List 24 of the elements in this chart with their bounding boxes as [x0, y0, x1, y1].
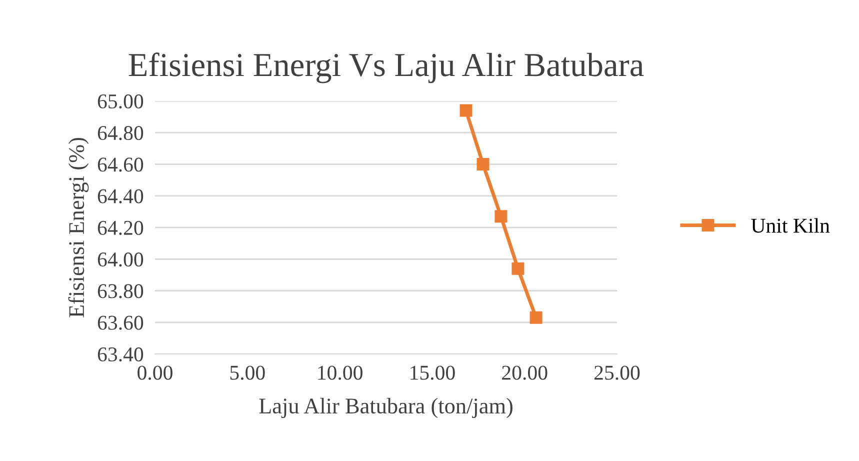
y-tick-label: 63.40: [98, 347, 144, 362]
chart-title: Efisiensi Energi Vs Laju Alir Batubara: [128, 52, 644, 84]
y-tick-label: 64.00: [98, 252, 144, 267]
point: [476, 158, 490, 170]
legend-label: Unit Kiln: [751, 218, 830, 233]
point: [530, 311, 542, 324]
y-tick-label: 64.60: [98, 158, 144, 172]
x-tick-label: 5.00: [230, 366, 265, 380]
point: [460, 104, 472, 117]
x-tick-label: 0.00: [138, 366, 172, 380]
x-tick-label: 10.00: [318, 366, 362, 380]
y-tick-label: 64.80: [98, 126, 144, 140]
x-tick-label: 15.00: [410, 366, 455, 380]
y-tick-label: 64.40: [98, 189, 144, 204]
y-tick-label: 63.80: [98, 284, 144, 298]
y-tick-label: 65.00: [98, 94, 144, 109]
y-tick-label: 63.60: [98, 316, 144, 330]
point: [494, 210, 508, 223]
point: [512, 262, 524, 275]
y-tick-label: 64.20: [98, 220, 144, 236]
y-axis-title: Efisiensi Energi (%): [68, 138, 89, 318]
x-tick-label: 25.00: [594, 366, 640, 380]
x-tick-label: 20.00: [502, 366, 548, 380]
x-axis-title: Laju Alir Batubara (ton/jam): [259, 398, 512, 418]
